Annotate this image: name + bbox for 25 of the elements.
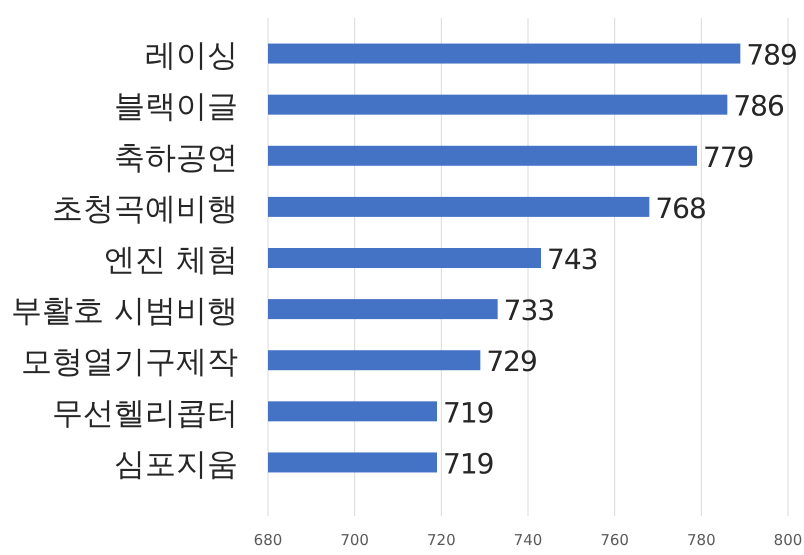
y-tick-label: 블랙이글 [114,88,238,125]
data-label: 729 [486,345,537,378]
data-label: 719 [443,396,494,430]
y-tick-label: 엔진 체험 [104,242,238,278]
data-label: 789 [746,38,797,72]
y-tick-label: 모형열기구제작 [21,344,238,380]
y-tick-label: 축하공연 [114,140,238,176]
x-tick-label: 780 [687,531,716,549]
y-tick-label: 레이싱 [145,38,238,74]
y-tick-label: 초청곡예비행 [52,190,238,227]
x-tick-label: 760 [600,531,629,549]
data-label: 733 [504,294,554,328]
x-tick-label: 740 [514,531,542,549]
data-label: 786 [733,90,784,123]
data-label: 719 [443,447,494,480]
data-label: 779 [703,140,754,174]
x-tick-label: 800 [774,531,802,549]
data-label: 768 [655,192,706,225]
x-tick-label: 680 [254,531,282,549]
y-tick-label: 부활호 시범비행 [11,293,238,330]
data-label: 743 [547,243,598,276]
x-tick-label: 700 [340,531,369,549]
y-tick-label: 심포지움 [114,446,238,482]
y-tick-label: 무선헬리콥터 [52,395,238,432]
x-tick-label: 720 [427,531,456,549]
